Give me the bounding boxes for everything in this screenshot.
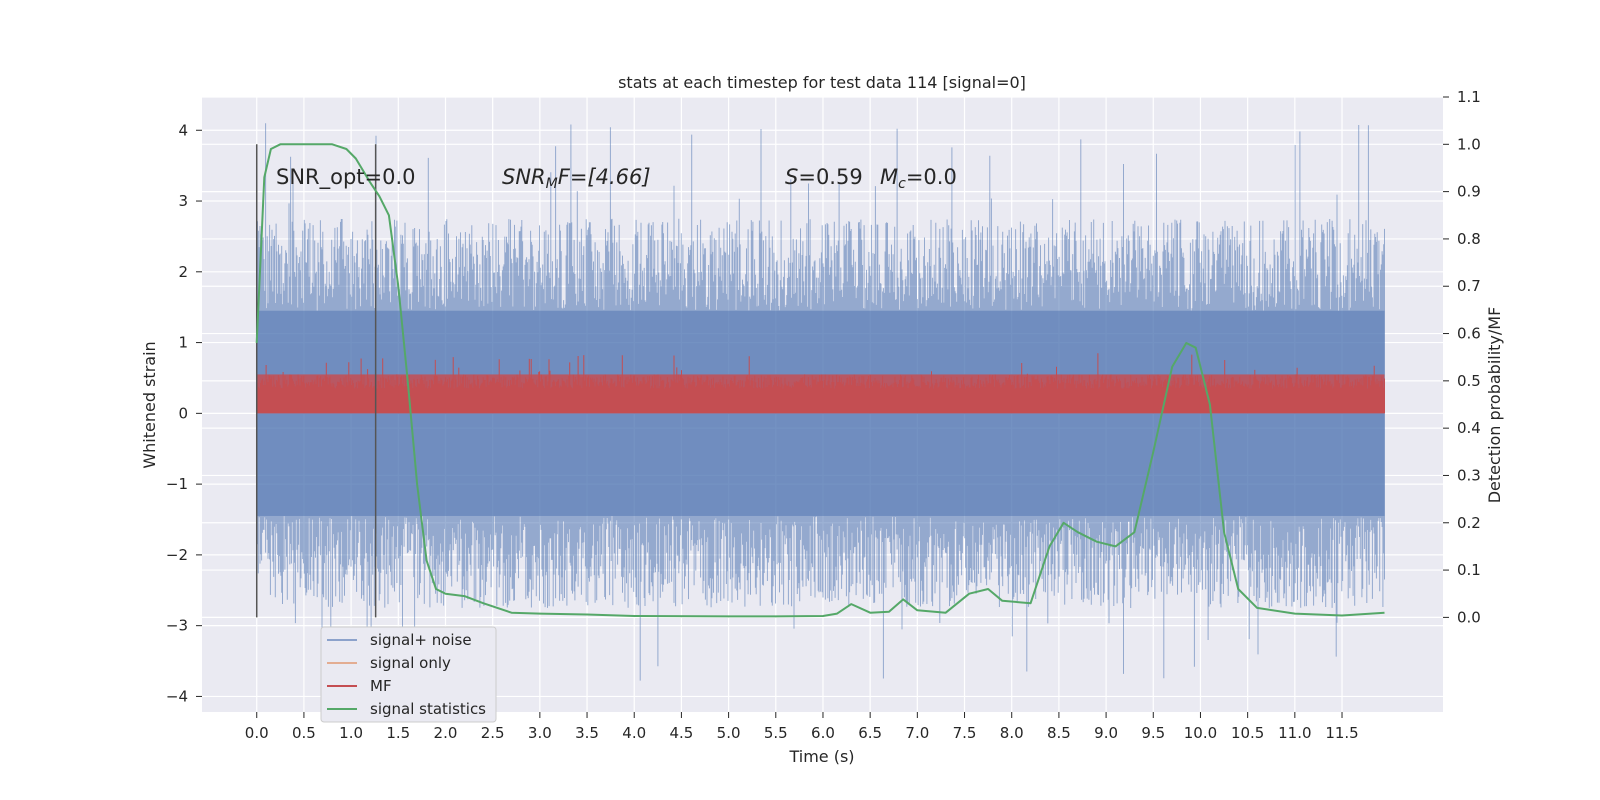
x-axis-ticks: 0.0 0.5 1.0 1.5 2.0 2.5 3.0 3.5 4.0 4.5 5.0 5.5 6.0 6… (245, 712, 1359, 742)
right-axis-label: Detection probability/MF (1485, 307, 1504, 504)
x-tick-label: 10.0 (1184, 724, 1217, 742)
legend: signal+ noise signal only MF signal stat… (320, 626, 497, 723)
x-tick-label: 2.0 (434, 724, 458, 742)
annotation-snr-mf: SNRMF=[4.66] (502, 165, 651, 192)
right-tick-label: 0.3 (1457, 466, 1481, 484)
left-tick-label: 1 (178, 334, 188, 352)
chart-title: stats at each timestep for test data 114… (618, 73, 1026, 92)
x-tick-label: 5.5 (764, 724, 788, 742)
x-tick-label: 7.0 (905, 724, 929, 742)
left-tick-label: −2 (166, 546, 188, 564)
left-tick-label: 3 (178, 192, 188, 210)
x-tick-label: 3.0 (528, 724, 552, 742)
right-tick-label: 1.1 (1457, 88, 1481, 106)
annotation-snr-mf-value: F=[4.66] (558, 165, 651, 189)
legend-box (320, 626, 497, 723)
right-tick-label: 0.9 (1457, 183, 1481, 201)
x-tick-label: 8.0 (1000, 724, 1024, 742)
x-tick-label: 7.5 (953, 724, 977, 742)
legend-label-signal-noise: signal+ noise (370, 631, 472, 649)
x-tick-label: 6.5 (858, 724, 882, 742)
x-tick-label: 0.5 (292, 724, 316, 742)
right-tick-label: 0.1 (1457, 561, 1481, 579)
legend-label-signal-statistics: signal statistics (370, 700, 486, 718)
x-tick-label: 4.5 (669, 724, 693, 742)
annotation-s-value: =0.59 (798, 165, 862, 189)
series-mf (256, 353, 1385, 414)
annotation-mc-value: =0.0 (906, 165, 957, 189)
x-tick-label: 11.5 (1325, 724, 1358, 742)
left-tick-label: 4 (178, 121, 188, 139)
legend-label-mf: MF (370, 677, 392, 695)
x-tick-label: 11.0 (1278, 724, 1311, 742)
annotation-mc: Mc=0.0 (880, 165, 957, 192)
right-tick-label: 0.8 (1457, 230, 1481, 248)
x-axis-label: Time (s) (788, 747, 854, 766)
left-axis-label: Whitened strain (140, 341, 159, 468)
x-tick-label: 8.5 (1047, 724, 1071, 742)
annotation-snr-opt: SNR_opt=0.0 (276, 165, 416, 190)
annotation-snr-mf-symbol: SNR (502, 165, 546, 189)
x-tick-label: 1.5 (386, 724, 410, 742)
annotation-s-symbol: S (785, 165, 798, 189)
signal-statistics-line (255, 143, 1385, 618)
right-tick-label: 0.4 (1457, 419, 1481, 437)
legend-label-signal-only: signal only (370, 654, 451, 672)
right-tick-label: 1.0 (1457, 135, 1481, 153)
right-tick-label: 0.7 (1457, 277, 1481, 295)
x-tick-label: 9.5 (1141, 724, 1165, 742)
x-tick-label: 2.5 (481, 724, 505, 742)
x-tick-label: 5.0 (717, 724, 741, 742)
annotation-mc-symbol: M (880, 165, 898, 189)
vertical-markers (255, 144, 377, 618)
x-tick-label: 3.5 (575, 724, 599, 742)
left-tick-label: 2 (178, 263, 188, 281)
series-signal-statistics (255, 143, 1385, 618)
x-tick-label: 10.5 (1231, 724, 1264, 742)
right-tick-label: 0.5 (1457, 372, 1481, 390)
x-tick-label: 1.0 (339, 724, 363, 742)
x-tick-label: 9.0 (1094, 724, 1118, 742)
left-tick-label: 0 (178, 404, 188, 422)
annotation-snr-mf-subscript: M (546, 176, 558, 192)
right-tick-label: 0.2 (1457, 514, 1481, 532)
left-tick-label: −4 (166, 687, 188, 705)
x-tick-label: 6.0 (811, 724, 835, 742)
x-tick-label: 4.0 (622, 724, 646, 742)
annotation-s: S=0.59 (785, 165, 863, 189)
left-axis-ticks: 4 3 2 1 0 −1 −2 −3 −4 (166, 121, 202, 705)
left-tick-label: −1 (166, 475, 188, 493)
right-axis-ticks: 0.0 0.1 0.2 0.3 0.4 0.5 0.6 0.7 0.8 0.9 1.0 1.1 (1443, 88, 1481, 626)
left-tick-label: −3 (166, 617, 188, 635)
x-tick-label: 0.0 (245, 724, 269, 742)
right-tick-label: 0.0 (1457, 608, 1481, 626)
right-tick-label: 0.6 (1457, 325, 1481, 343)
annotation-mc-subscript: c (898, 176, 906, 192)
